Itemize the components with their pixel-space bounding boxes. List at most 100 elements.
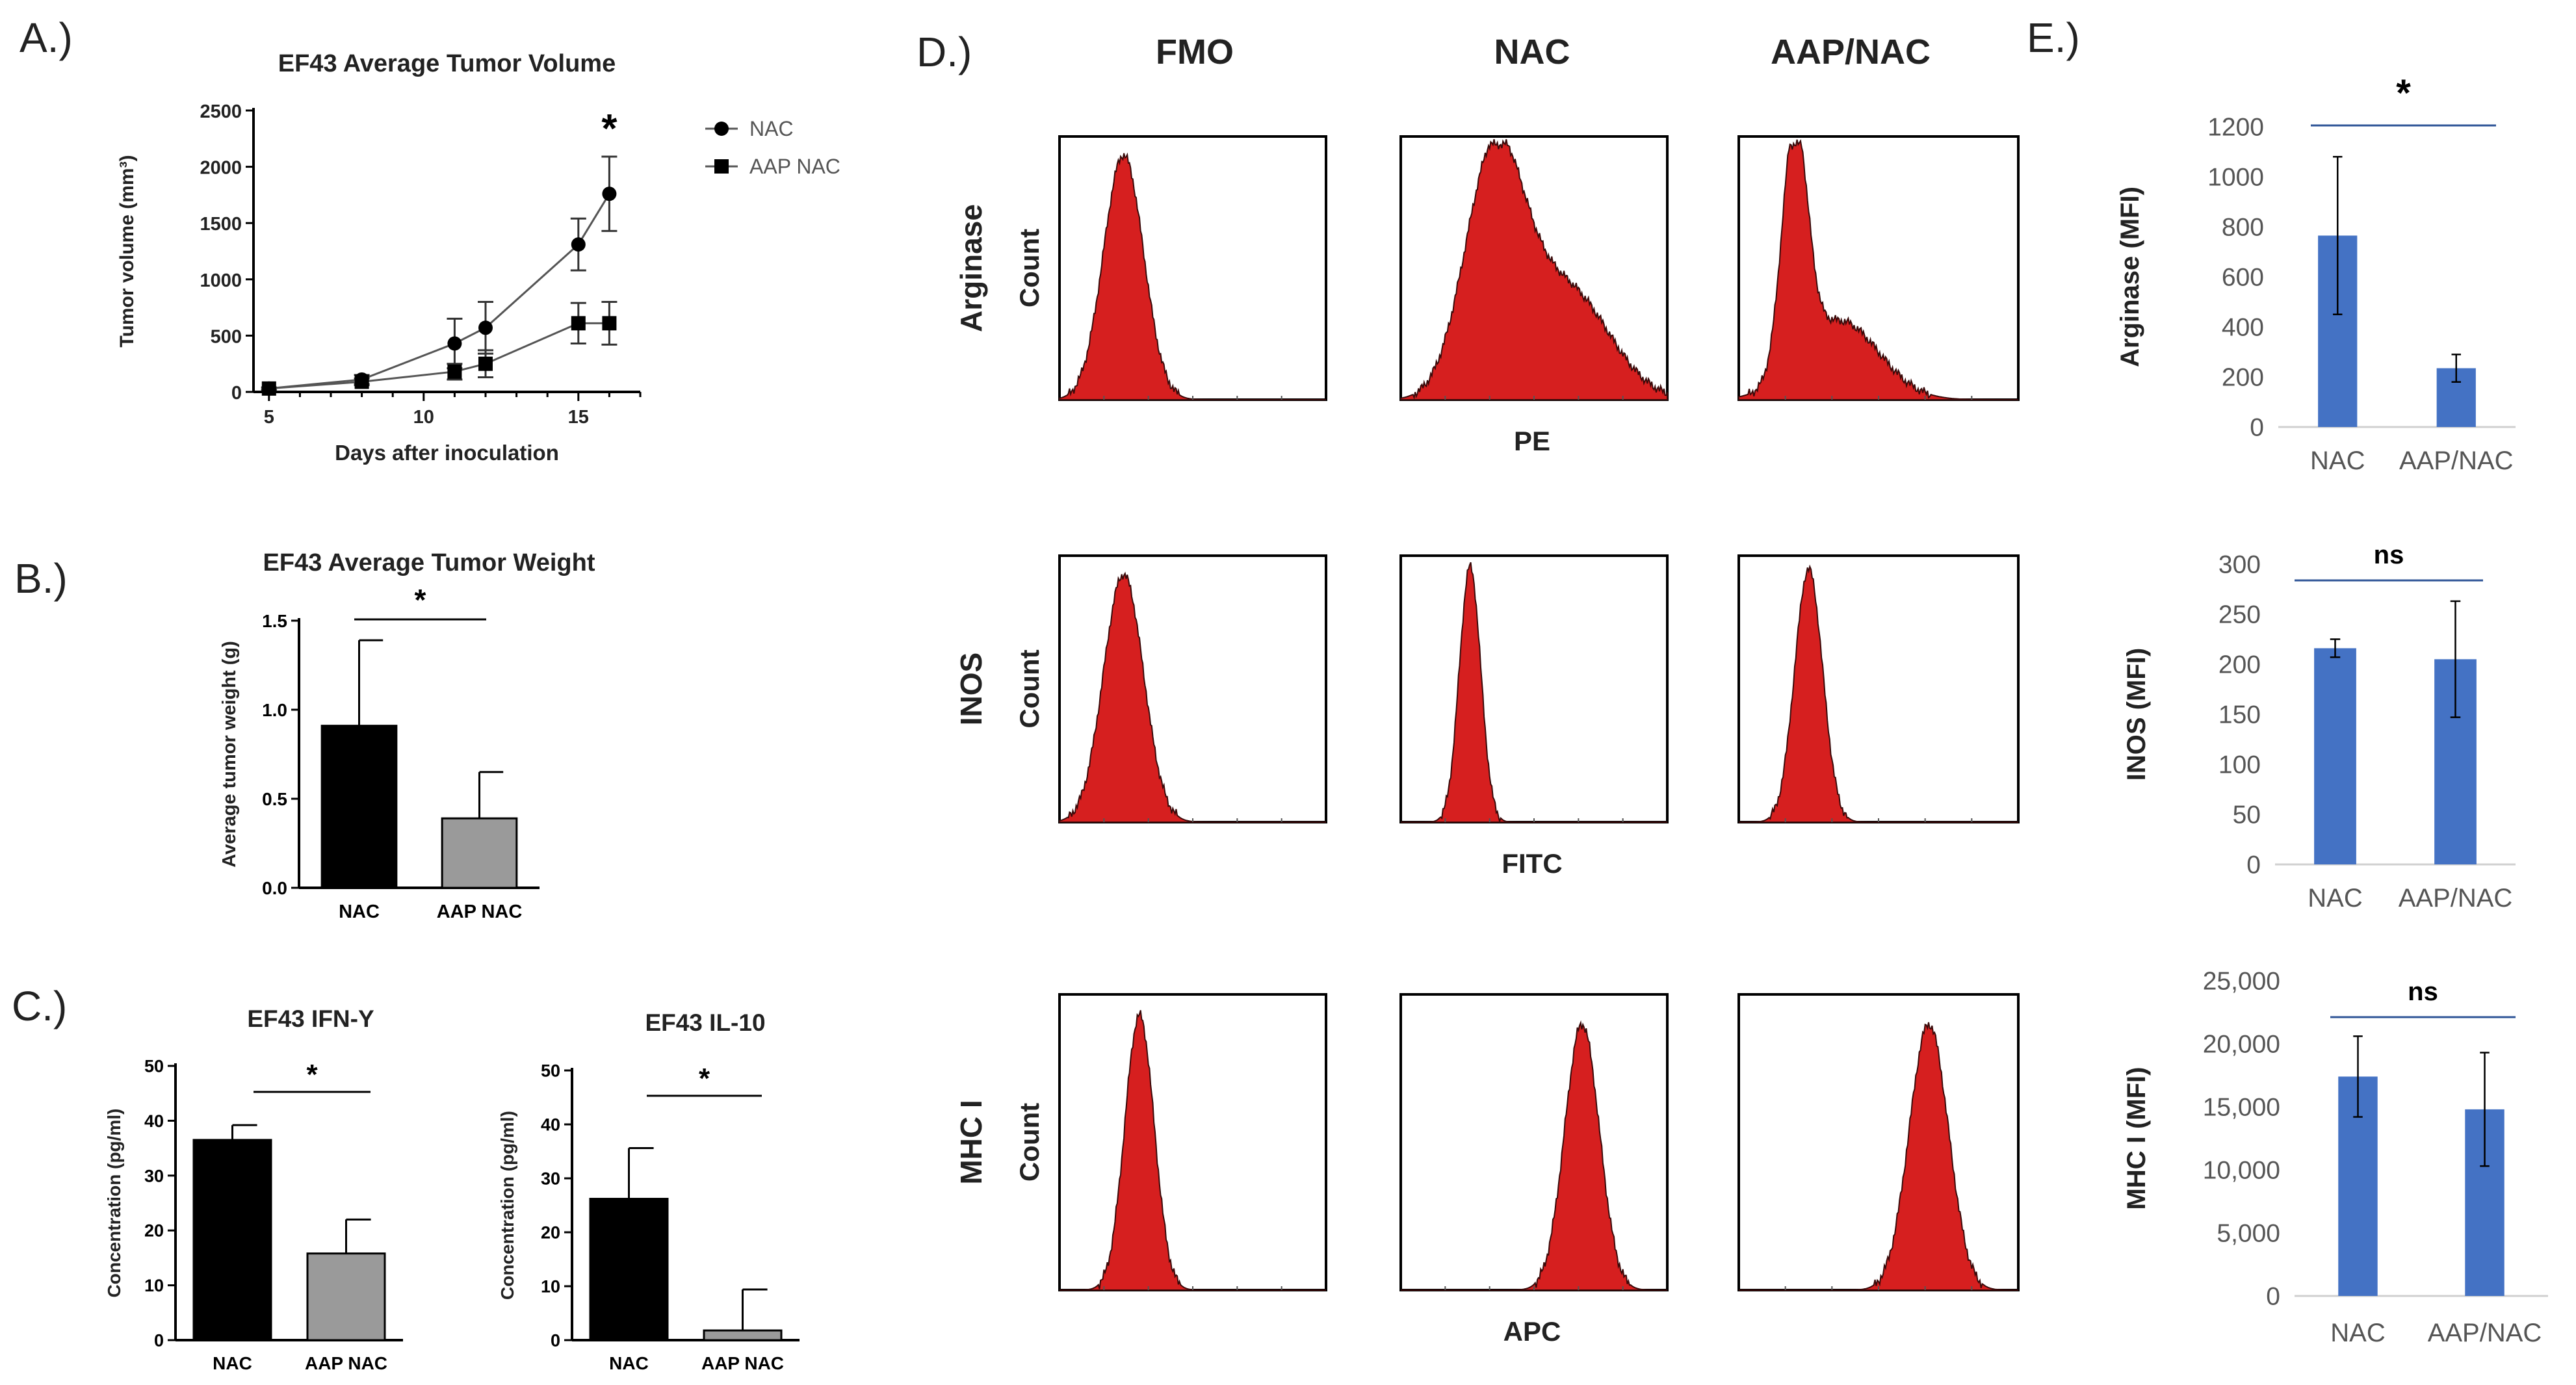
bar xyxy=(703,1329,783,1341)
y-tick-label: 800 xyxy=(2222,214,2264,242)
y-tick-label: 0 xyxy=(2246,851,2261,879)
y-axis-label: MHC I (MFI) xyxy=(2122,1067,2151,1210)
y-tick-label: 1000 xyxy=(2207,164,2264,192)
bar xyxy=(441,817,518,889)
bar xyxy=(306,1252,386,1341)
histogram-distribution xyxy=(1738,139,2018,400)
x-axis-label: APC xyxy=(1503,1316,1561,1347)
y-tick-label: 30 xyxy=(144,1166,164,1185)
significance-label: * xyxy=(699,1063,710,1094)
chart-title: EF43 Average Tumor Volume xyxy=(278,50,616,77)
y-tick-label: 50 xyxy=(144,1056,164,1076)
category-label: AAP NAC xyxy=(701,1353,784,1373)
bar xyxy=(2314,648,2356,864)
panel-letter-e: E.) xyxy=(2027,14,2080,61)
histogram-frame xyxy=(1737,554,2020,823)
y-tick-label: 200 xyxy=(2218,651,2261,679)
y-tick-label: 10 xyxy=(144,1276,164,1295)
legend-label: AAP NAC xyxy=(749,155,840,178)
y-tick-label: 5,000 xyxy=(2217,1220,2280,1248)
y-tick-label: 100 xyxy=(2218,751,2261,779)
column-title: FMO xyxy=(1156,32,1234,71)
y-tick-label: 1500 xyxy=(200,214,242,235)
x-axis-label: Days after inoculation xyxy=(335,441,559,465)
category-label: AAP NAC xyxy=(305,1353,387,1373)
data-point xyxy=(447,336,462,351)
y-tick-label: 20 xyxy=(541,1223,560,1242)
y-tick-label: 1000 xyxy=(200,270,242,291)
bar xyxy=(320,725,398,889)
category-label: NAC xyxy=(339,901,380,922)
significance-label: ns xyxy=(2408,977,2438,1006)
y-tick-label: 20,000 xyxy=(2203,1031,2280,1059)
category-label: AAP NAC xyxy=(437,901,523,922)
y-axis-label: Count xyxy=(1014,229,1045,307)
y-tick-label: 600 xyxy=(2222,264,2264,292)
x-axis-label: FITC xyxy=(1502,848,1562,879)
y-tick-label: 40 xyxy=(144,1111,164,1131)
chart-tumor-weight: EF43 Average Tumor Weight Average tumor w… xyxy=(219,549,595,922)
y-tick-label: 25,000 xyxy=(2203,968,2280,996)
category-label: AAP/NAC xyxy=(2399,884,2513,913)
y-tick-label: 1200 xyxy=(2207,114,2264,142)
y-tick-label: 0.5 xyxy=(262,789,287,809)
chart-inos-mfi: INOS (MFI) 0 50 100 150 200 250 300 NAC AAP/NAC ns xyxy=(2122,541,2516,913)
y-tick-label: 150 xyxy=(2218,701,2261,729)
y-tick-label: 10,000 xyxy=(2203,1157,2280,1185)
legend-marker xyxy=(714,159,729,174)
x-tick-label: 15 xyxy=(568,407,589,428)
chart-title: EF43 IL-10 xyxy=(645,1009,765,1036)
chart-ifn-y: EF43 IFN-Y Concentration (pg/ml) 0 10 20 30 40… xyxy=(104,1005,403,1373)
y-tick-label: 0 xyxy=(2266,1283,2280,1311)
data-point xyxy=(602,316,617,331)
category-label: NAC xyxy=(609,1353,649,1373)
series-line xyxy=(268,193,610,390)
y-tick-label: 30 xyxy=(541,1169,560,1188)
x-tick-label: 5 xyxy=(264,407,274,428)
y-tick-label: 50 xyxy=(2233,801,2261,829)
histogram-frame xyxy=(1399,993,1669,1291)
flow-histogram-grid: FMO NAC AAP/NAC Arginase Count PE INOS Count FIT… xyxy=(954,32,2020,1347)
histogram-frame xyxy=(1737,993,2020,1291)
y-tick-label: 10 xyxy=(541,1276,560,1296)
panel-letter-c: C.) xyxy=(12,983,67,1029)
y-axis-label: INOS (MFI) xyxy=(2122,648,2151,781)
chart-arginase-mfi: Arginase (MFI) 0 200 400 600 800 1000 1200 NAC AA… xyxy=(2116,72,2516,475)
y-tick-label: 300 xyxy=(2218,551,2261,579)
y-tick-label: 0 xyxy=(154,1330,164,1350)
histogram-frame xyxy=(1058,993,1327,1291)
category-label: NAC xyxy=(2330,1319,2385,1347)
significance-label: * xyxy=(2396,72,2411,114)
category-label: AAP/NAC xyxy=(2428,1319,2542,1347)
panel-letter-d: D.) xyxy=(917,29,972,75)
panel-letter-a: A.) xyxy=(20,14,73,61)
chart-title: EF43 IFN-Y xyxy=(247,1005,374,1032)
histogram-frame xyxy=(1399,554,1669,823)
category-label: NAC xyxy=(213,1353,252,1373)
row-marker-label: Arginase xyxy=(954,204,988,332)
column-title: AAP/NAC xyxy=(1771,32,1931,71)
legend-marker xyxy=(714,122,729,136)
y-tick-label: 0.0 xyxy=(262,878,287,898)
column-title: NAC xyxy=(1494,32,1570,71)
data-point xyxy=(571,237,586,252)
category-label: AAP/NAC xyxy=(2399,447,2514,475)
x-axis-label: PE xyxy=(1514,426,1550,456)
y-tick-label: 0 xyxy=(2250,414,2264,442)
y-axis-label: Concentration (pg/ml) xyxy=(104,1109,124,1298)
y-tick-label: 1.5 xyxy=(262,611,287,631)
y-tick-label: 40 xyxy=(541,1115,560,1134)
y-tick-label: 400 xyxy=(2222,314,2264,342)
y-tick-label: 15,000 xyxy=(2203,1094,2280,1122)
bar xyxy=(589,1198,669,1341)
data-point xyxy=(354,374,369,389)
y-axis-label: Count xyxy=(1014,1103,1045,1182)
x-tick-label: 10 xyxy=(413,407,434,428)
panel-letter-b: B.) xyxy=(14,555,68,602)
y-axis-label: Tumor volume (mm³) xyxy=(116,155,138,347)
y-tick-label: 0 xyxy=(551,1330,560,1350)
chart-tumor-volume: EF43 Average Tumor Volume Tumor volume (m… xyxy=(116,50,840,465)
y-axis-label: Average tumor weight (g) xyxy=(219,641,240,868)
y-axis-label: Count xyxy=(1014,649,1045,728)
